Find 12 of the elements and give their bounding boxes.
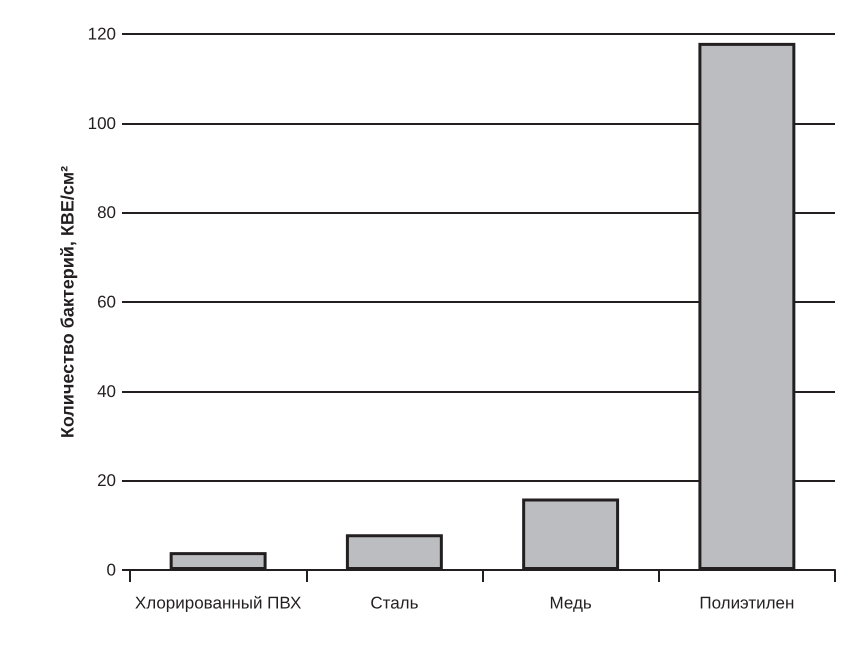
y-tick-label: 100 xyxy=(88,114,116,133)
y-tick-label: 80 xyxy=(97,203,116,222)
x-tick-label: Хлорированный ПВХ xyxy=(134,594,302,612)
x-tick-label: Полиэтилен xyxy=(699,594,794,612)
y-tick-label: 0 xyxy=(106,560,116,580)
y-tick-label: 20 xyxy=(97,471,116,490)
y-axis-title: Количество бактерий, КВЕ/см² xyxy=(58,166,78,438)
x-tick-label: Сталь xyxy=(370,594,419,612)
x-tick-label: Медь xyxy=(550,594,592,612)
y-tick-label: 60 xyxy=(97,292,116,312)
y-tick-label: 120 xyxy=(88,24,116,44)
y-tick-label: 40 xyxy=(97,382,116,401)
